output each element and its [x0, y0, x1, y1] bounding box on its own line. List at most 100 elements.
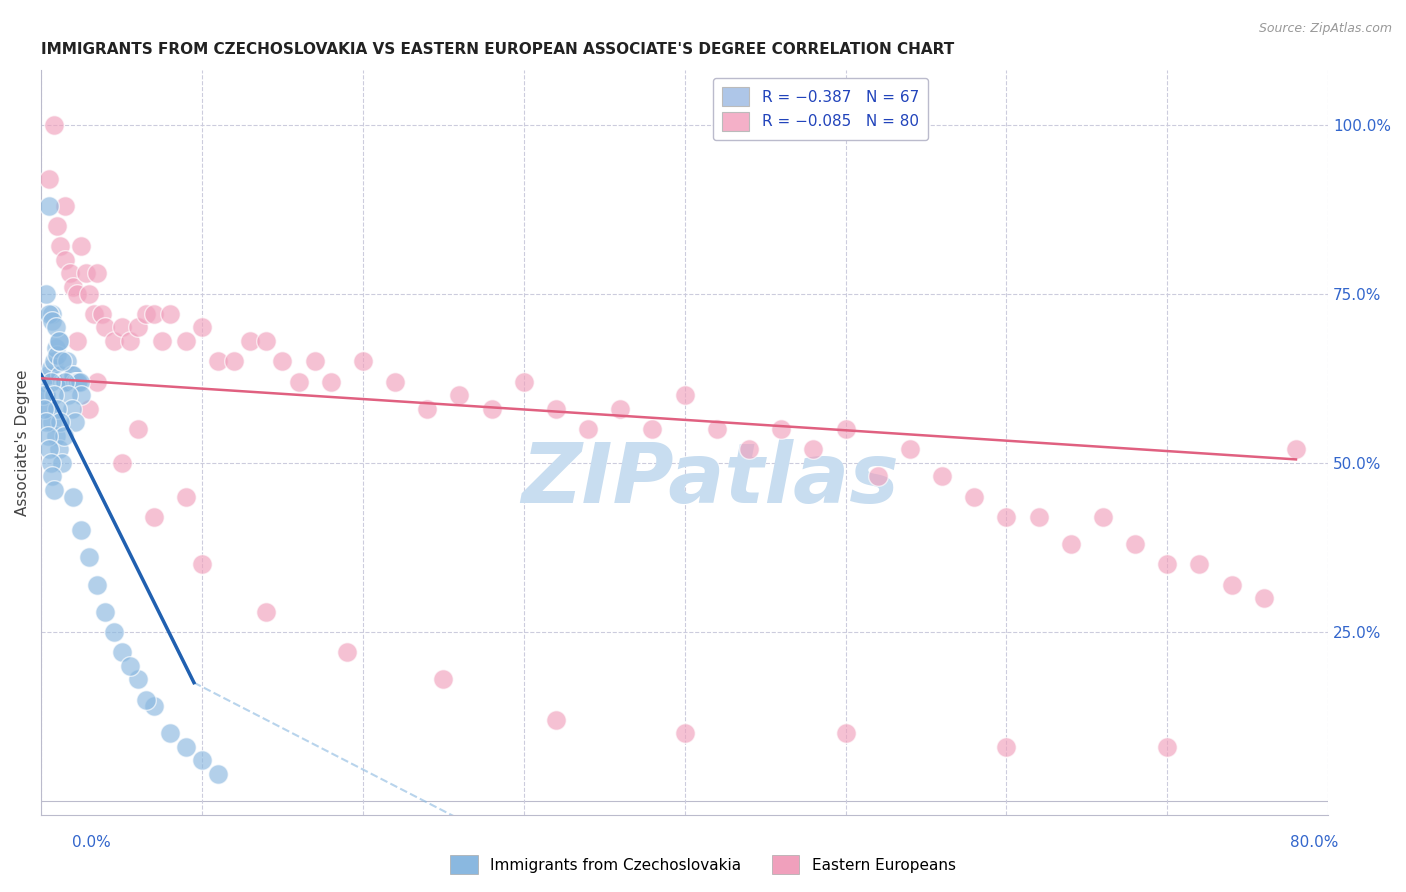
Point	[52, 428, 75, 442]
Point	[103, 334, 125, 348]
Point	[70, 524, 93, 538]
Point	[127, 673, 149, 687]
Point	[79, 401, 101, 416]
Point	[70, 239, 93, 253]
Point	[103, 624, 125, 639]
Point	[254, 334, 277, 348]
Point	[159, 307, 181, 321]
Point	[63, 415, 86, 429]
Point	[159, 726, 181, 740]
Point	[41, 415, 63, 429]
Point	[239, 334, 262, 348]
Point	[51, 354, 73, 368]
Point	[59, 266, 82, 280]
Point	[52, 375, 75, 389]
Point	[641, 422, 664, 436]
Point	[191, 558, 214, 572]
Point	[48, 442, 70, 457]
Point	[42, 483, 65, 497]
Point	[207, 767, 229, 781]
Point	[304, 354, 326, 368]
Point	[995, 509, 1018, 524]
Point	[41, 314, 63, 328]
Point	[38, 442, 60, 457]
Point	[83, 307, 105, 321]
Point	[60, 401, 83, 416]
Point	[118, 334, 141, 348]
Point	[46, 401, 69, 416]
Point	[931, 469, 953, 483]
Point	[38, 199, 60, 213]
Point	[67, 375, 90, 389]
Point	[75, 266, 97, 280]
Legend: Immigrants from Czechoslovakia, Eastern Europeans: Immigrants from Czechoslovakia, Eastern …	[444, 849, 962, 880]
Point	[191, 320, 214, 334]
Point	[191, 754, 214, 768]
Point	[79, 550, 101, 565]
Point	[38, 401, 60, 416]
Point	[801, 442, 824, 457]
Point	[127, 320, 149, 334]
Point	[1028, 509, 1050, 524]
Point	[59, 375, 82, 389]
Point	[770, 422, 793, 436]
Point	[41, 469, 63, 483]
Point	[65, 334, 87, 348]
Point	[62, 368, 84, 382]
Point	[1156, 558, 1178, 572]
Point	[287, 375, 309, 389]
Point	[63, 375, 86, 389]
Point	[432, 673, 454, 687]
Y-axis label: Associate's Degree: Associate's Degree	[15, 369, 30, 516]
Point	[86, 375, 108, 389]
Text: IMMIGRANTS FROM CZECHOSLOVAKIA VS EASTERN EUROPEAN ASSOCIATE'S DEGREE CORRELATIO: IMMIGRANTS FROM CZECHOSLOVAKIA VS EASTER…	[41, 42, 955, 57]
Point	[207, 354, 229, 368]
Point	[1123, 537, 1146, 551]
Point	[834, 422, 856, 436]
Point	[544, 401, 567, 416]
Point	[38, 171, 60, 186]
Point	[142, 699, 165, 714]
Point	[254, 605, 277, 619]
Point	[110, 320, 132, 334]
Point	[60, 368, 83, 382]
Point	[271, 354, 294, 368]
Point	[34, 375, 56, 389]
Point	[513, 375, 536, 389]
Point	[46, 219, 69, 233]
Point	[449, 388, 471, 402]
Point	[224, 354, 246, 368]
Point	[673, 388, 696, 402]
Point	[91, 307, 114, 321]
Point	[576, 422, 599, 436]
Point	[142, 509, 165, 524]
Point	[866, 469, 889, 483]
Point	[1253, 591, 1275, 605]
Legend: R = −0.387   N = 67, R = −0.085   N = 80: R = −0.387 N = 67, R = −0.085 N = 80	[713, 78, 928, 140]
Point	[48, 334, 70, 348]
Point	[1285, 442, 1308, 457]
Point	[45, 428, 67, 442]
Point	[42, 118, 65, 132]
Text: 0.0%: 0.0%	[72, 836, 111, 850]
Point	[53, 199, 76, 213]
Point	[58, 388, 80, 402]
Point	[35, 388, 58, 402]
Point	[94, 605, 117, 619]
Point	[42, 388, 65, 402]
Point	[62, 490, 84, 504]
Point	[49, 239, 72, 253]
Point	[49, 415, 72, 429]
Point	[79, 286, 101, 301]
Point	[963, 490, 986, 504]
Point	[127, 422, 149, 436]
Point	[37, 368, 59, 382]
Point	[174, 490, 197, 504]
Point	[544, 713, 567, 727]
Point	[1091, 509, 1114, 524]
Point	[65, 286, 87, 301]
Point	[35, 415, 58, 429]
Point	[58, 375, 80, 389]
Point	[135, 692, 157, 706]
Point	[738, 442, 761, 457]
